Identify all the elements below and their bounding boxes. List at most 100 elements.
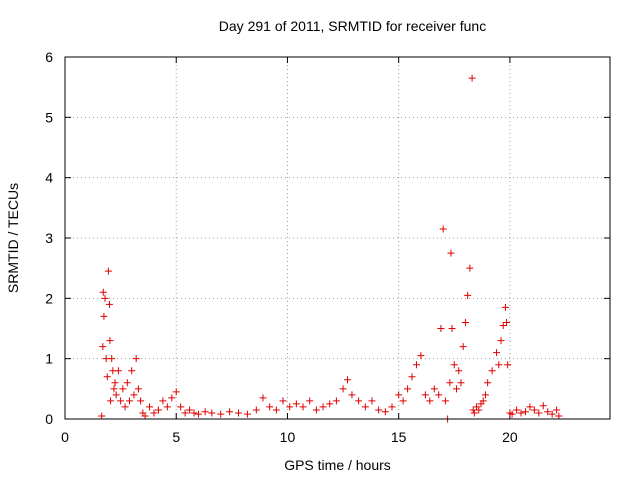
- data-point: [137, 397, 145, 405]
- data-point: [159, 397, 167, 405]
- data-point: [399, 397, 407, 405]
- data-point: [381, 408, 389, 416]
- data-points: [98, 74, 563, 423]
- data-point: [150, 409, 158, 417]
- data-point: [361, 403, 369, 411]
- data-point: [130, 391, 138, 399]
- x-tick-label: 20: [502, 429, 518, 445]
- data-point: [535, 409, 543, 417]
- data-point: [104, 267, 112, 275]
- data-point: [252, 406, 260, 414]
- data-point: [272, 406, 280, 414]
- chart-title: Day 291 of 2011, SRMTID for receiver fun…: [219, 18, 486, 34]
- data-point: [168, 394, 176, 402]
- data-point: [123, 379, 131, 387]
- data-point: [172, 388, 180, 396]
- data-point: [181, 409, 189, 417]
- grid-lines: [65, 57, 610, 419]
- data-point: [111, 379, 119, 387]
- data-point: [430, 385, 438, 393]
- data-point: [101, 294, 109, 302]
- data-point: [163, 403, 171, 411]
- axis-ticks: 0 5 10 15 20 0 1 2 3 4 5 6: [45, 49, 610, 445]
- data-point: [286, 403, 294, 411]
- y-tick-label: 5: [45, 109, 53, 125]
- data-point: [103, 373, 111, 381]
- data-point: [208, 409, 216, 417]
- data-point: [448, 325, 456, 332]
- data-point: [521, 408, 529, 416]
- data-point: [417, 352, 425, 360]
- data-point: [461, 318, 469, 326]
- data-point: [243, 410, 251, 418]
- data-point: [99, 288, 107, 296]
- data-point: [447, 249, 455, 257]
- data-point: [375, 406, 383, 414]
- data-point: [141, 412, 149, 420]
- data-point: [501, 303, 509, 311]
- data-point: [279, 397, 287, 405]
- data-point: [348, 391, 356, 399]
- data-point: [495, 361, 503, 369]
- data-point: [504, 361, 512, 369]
- data-point: [312, 406, 320, 414]
- y-tick-label: 2: [45, 290, 53, 306]
- data-point: [100, 312, 108, 320]
- data-point: [497, 337, 505, 345]
- data-point: [326, 400, 334, 408]
- data-point: [112, 391, 120, 399]
- y-tick-label: 1: [45, 351, 53, 367]
- data-point: [513, 406, 521, 414]
- data-point: [266, 403, 274, 411]
- data-point: [146, 403, 154, 411]
- data-point: [426, 397, 434, 405]
- plot-frame: [64, 56, 611, 420]
- data-point: [217, 410, 225, 418]
- data-point: [484, 379, 492, 387]
- data-point: [105, 300, 113, 308]
- x-tick-label: 0: [61, 429, 69, 445]
- data-point: [464, 291, 472, 299]
- data-point: [107, 397, 115, 405]
- data-point: [412, 361, 420, 369]
- data-point: [548, 410, 556, 418]
- data-point: [446, 379, 454, 387]
- data-point: [190, 409, 198, 417]
- y-tick-label: 3: [45, 230, 53, 246]
- data-point: [134, 385, 142, 393]
- data-point: [439, 225, 447, 233]
- data-point: [128, 367, 136, 375]
- data-point: [299, 403, 307, 411]
- data-point: [453, 385, 461, 393]
- data-point: [119, 385, 127, 393]
- y-tick-label: 6: [45, 49, 53, 65]
- data-point: [466, 264, 474, 272]
- data-point: [99, 343, 107, 351]
- data-point: [319, 403, 327, 411]
- data-point: [186, 406, 194, 414]
- y-tick-label: 0: [45, 411, 53, 427]
- data-point: [437, 325, 445, 332]
- data-point: [194, 410, 202, 418]
- data-point: [388, 403, 396, 411]
- data-point: [121, 403, 129, 411]
- data-point: [177, 403, 185, 411]
- data-point: [459, 343, 467, 351]
- x-tick-label: 10: [280, 429, 296, 445]
- data-point: [441, 397, 449, 405]
- data-point: [508, 410, 516, 418]
- data-point: [539, 402, 547, 410]
- data-point: [110, 385, 118, 393]
- data-point: [455, 367, 463, 375]
- data-point: [488, 367, 496, 375]
- data-point: [306, 397, 314, 405]
- data-point: [117, 397, 125, 405]
- data-point: [481, 391, 489, 399]
- data-point: [503, 318, 511, 326]
- data-point: [114, 367, 122, 375]
- data-point: [470, 409, 478, 417]
- data-point: [344, 376, 352, 384]
- data-point: [339, 385, 347, 393]
- data-point: [457, 379, 465, 387]
